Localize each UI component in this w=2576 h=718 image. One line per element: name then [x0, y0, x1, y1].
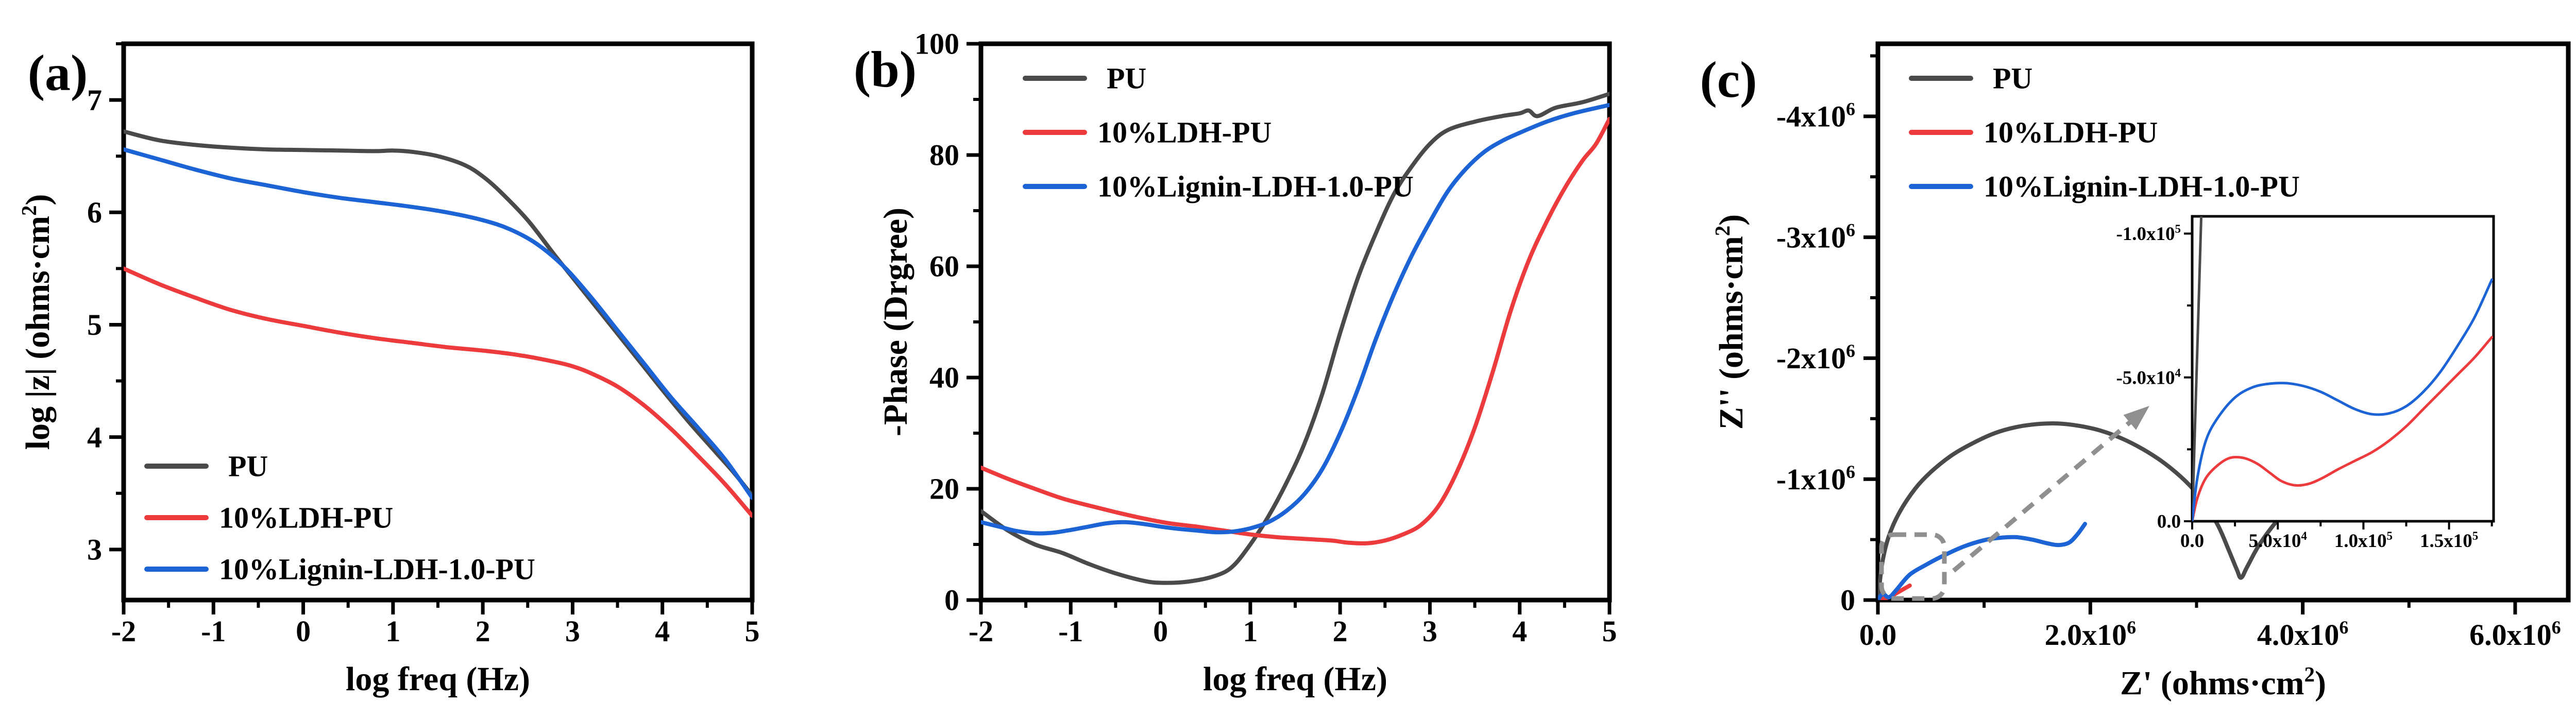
y-axis-title-a: log |z| (ohms·cm2): [18, 194, 57, 450]
x-tick-label: 2: [1333, 614, 1348, 648]
y-tick-label: 5: [87, 308, 102, 341]
x-axis-title-a: log freq (Hz): [346, 660, 530, 698]
y-tick-label: -5.0x104: [2116, 366, 2181, 388]
legend-label: PU: [228, 450, 268, 483]
zoom-region-box: [1879, 532, 1947, 601]
x-tick-label: -2: [111, 614, 136, 648]
x-tick-label: 2.0x106: [2045, 617, 2136, 652]
y-axis: 0 -1x106 -2x106 -3x106 -4x106: [1776, 54, 1878, 617]
y-axis: 0.0 -5.0x104 -1.0x105: [2116, 223, 2192, 533]
legend-label: 10%Lignin-LDH-1.0-PU: [1984, 170, 2300, 203]
x-tick-label: 5.0x104: [2249, 529, 2308, 552]
x-tick-label: 1: [1243, 614, 1258, 648]
series-group: [124, 129, 752, 518]
axes-frame: [2191, 215, 2495, 523]
x-tick-label: 4.0x106: [2257, 617, 2348, 652]
x-tick-label: 5: [745, 614, 760, 648]
y-tick-label: -2x106: [1776, 340, 1855, 375]
y-axis: 0 20 40 60 80 100: [914, 27, 981, 617]
legend-label: 10%LDH-PU: [1097, 116, 1272, 149]
y-tick-label: 100: [914, 27, 959, 61]
x-axis: 0.0 5.0x104 1.0x105 1.5x105: [2180, 521, 2493, 552]
x-tick-label: 5: [1602, 614, 1617, 648]
x-tick-label: 3: [565, 614, 580, 648]
legend-b: PU 10%LDH-PU 10%Lignin-LDH-1.0-PU: [1023, 62, 1414, 203]
series-10%LDH-PU: [2192, 336, 2494, 521]
x-tick-label: 6.0x106: [2469, 617, 2561, 652]
legend-c: PU 10%LDH-PU 10%Lignin-LDH-1.0-PU: [1909, 62, 2300, 203]
x-tick-label: 2: [476, 614, 490, 648]
x-tick-label: 1.0x105: [2334, 529, 2393, 552]
x-tick-label: -2: [969, 614, 993, 648]
series-10%LDH-PU: [124, 266, 752, 518]
y-tick-label: 3: [87, 533, 102, 567]
x-tick-label: 0.0: [2180, 531, 2204, 552]
legend-label: 10%Lignin-LDH-1.0-PU: [219, 553, 535, 586]
legend-label: 10%LDH-PU: [219, 501, 393, 535]
y-tick-label: 60: [929, 250, 959, 283]
x-axis: -2 -1 0 1 2 3 4 5: [111, 600, 760, 648]
x-tick-label: -1: [201, 614, 226, 648]
legend-label: PU: [1993, 62, 2032, 95]
y-tick-label: 7: [87, 83, 102, 117]
y-tick-label: -1.0x105: [2116, 223, 2181, 245]
series-10%Lignin-LDH-1.0-PU: [2192, 278, 2494, 521]
series-PU: [981, 92, 1609, 585]
inset-c: 0.0 5.0x104 1.0x105 1.5x105 0.0 -5.0x104 -1.0x…: [2116, 215, 2495, 552]
y-tick-label: 40: [929, 361, 959, 395]
x-axis-title-c: Z' (ohms·cm2): [2120, 663, 2326, 702]
series-group: [2192, 216, 2494, 521]
series-group: [981, 92, 1609, 585]
panel-label-b: (b): [854, 41, 917, 98]
series-10%Lignin-LDH-1.0-PU: [981, 102, 1609, 536]
x-tick-label: 0: [296, 614, 311, 648]
y-tick-label: 6: [87, 196, 102, 229]
legend-label: 10%Lignin-LDH-1.0-PU: [1097, 170, 1414, 203]
panel-label-c: (c): [1700, 51, 1757, 108]
y-tick-label: 0: [944, 584, 959, 617]
panel-c: (c) 0.0 2.0x106 4.0x106 6.0x106 0 -1x106 -2x106…: [1700, 41, 2571, 702]
x-axis-title-b: log freq (Hz): [1203, 660, 1387, 698]
axes-frame: [978, 41, 1612, 603]
x-tick-label: 0: [1153, 614, 1168, 648]
y-axis: 3 4 5 6 7: [87, 42, 124, 567]
axes-frame: [121, 41, 755, 603]
legend-a: PU 10%LDH-PU 10%Lignin-LDH-1.0-PU: [144, 450, 535, 586]
legend-label: 10%LDH-PU: [1984, 116, 2158, 149]
x-tick-label: 4: [655, 614, 670, 648]
panel-a: (a) -2 -1 0 1 2 3 4 5 3 4 5 6 7 log freq (Hz) log |z| (…: [18, 41, 760, 698]
x-axis: 0.0 2.0x106 4.0x106 6.0x106: [1859, 600, 2561, 652]
y-axis-title-c: Z'' (ohms·cm2): [1711, 214, 1750, 430]
legend-label: PU: [1107, 62, 1146, 95]
x-tick-label: 1.5x105: [2420, 529, 2478, 552]
series-10%Lignin-LDH-1.0-PU: [1878, 522, 2087, 600]
zoom-arrow-shaft: [1952, 418, 2134, 573]
series-PU: [2192, 216, 2203, 521]
y-tick-label: 4: [87, 420, 102, 454]
panel-label-a: (a): [28, 44, 88, 101]
series-10%LDH-PU: [981, 116, 1609, 546]
series-10%Lignin-LDH-1.0-PU: [124, 147, 752, 500]
x-tick-label: 1: [385, 614, 400, 648]
y-tick-label: 20: [929, 472, 959, 506]
x-axis: -2 -1 0 1 2 3 4 5: [969, 600, 1617, 648]
y-tick-label: -1x106: [1776, 461, 1855, 496]
y-tick-label: 0: [1840, 584, 1855, 617]
x-tick-label: 4: [1512, 614, 1527, 648]
y-axis-title-b: -Phase (Drgree): [877, 208, 914, 436]
y-tick-label: 0.0: [2157, 511, 2181, 533]
y-tick-label: -4x106: [1776, 99, 1855, 133]
zoom-arrow-head: [2123, 406, 2149, 430]
axes-frame: [1875, 41, 2571, 603]
x-tick-label: 3: [1422, 614, 1437, 648]
y-tick-label: 80: [929, 139, 959, 172]
y-tick-label: -3x106: [1776, 219, 1855, 254]
panel-b: (b) -2 -1 0 1 2 3 4 5 0 20 40 60 80 100 log freq (Hz) -P…: [854, 27, 1617, 698]
series-PU: [124, 129, 752, 498]
x-tick-label: -1: [1058, 614, 1083, 648]
x-tick-label: 0.0: [1859, 618, 1897, 652]
